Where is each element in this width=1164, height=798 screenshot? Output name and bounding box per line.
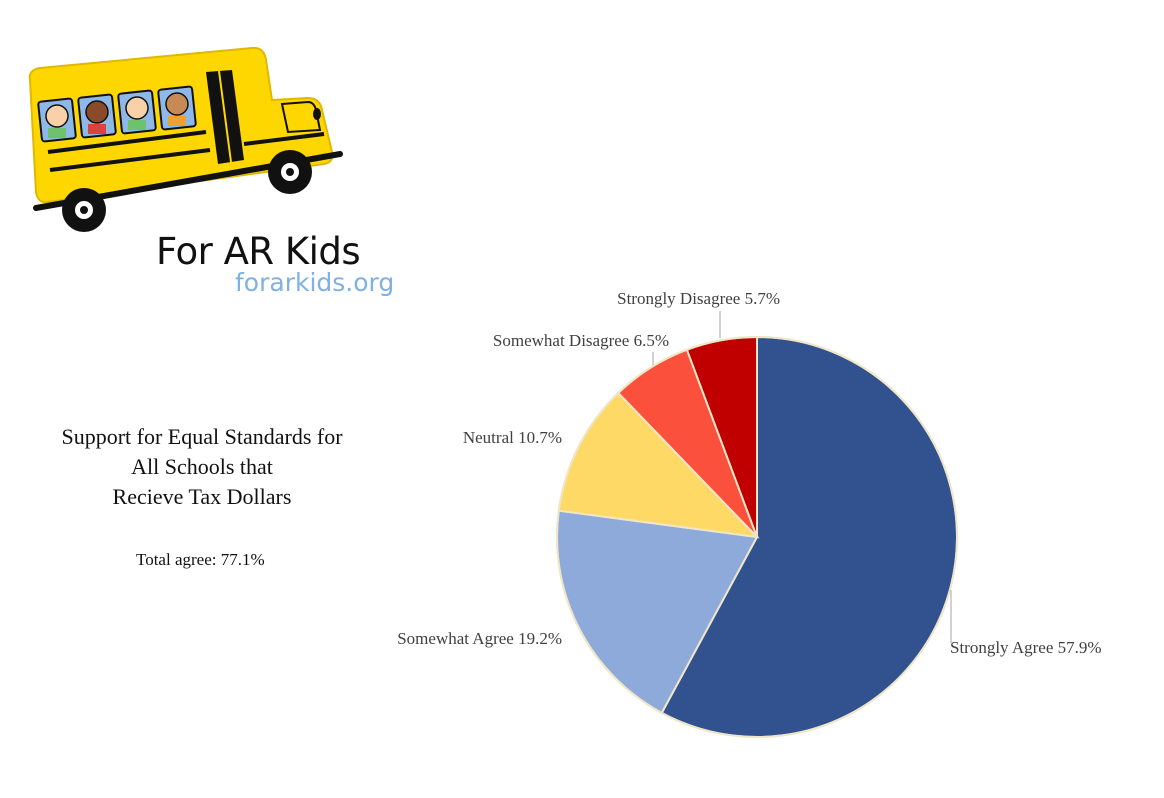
slice-label-strongly-disagree: Strongly Disagree 5.7% [617, 289, 780, 308]
heading-line-1: Support for Equal Standards for [61, 424, 343, 449]
logo-title: For AR Kids [156, 230, 361, 273]
logo-url[interactable]: forarkids.org [235, 268, 395, 297]
heading-line-3: Recieve Tax Dollars [112, 484, 292, 509]
slice-label-strongly-agree: Strongly Agree 57.9% [950, 638, 1102, 657]
chart-heading: Support for Equal Standards for All Scho… [22, 422, 382, 512]
total-agree-text: Total agree: 77.1% [136, 550, 265, 569]
slice-label-somewhat-agree: Somewhat Agree 19.2% [397, 629, 562, 648]
pie-slices [556, 335, 958, 738]
slice-label-somewhat-disagree: Somewhat Disagree 6.5% [493, 331, 669, 350]
pie-outline [556, 336, 958, 738]
heading-line-2: All Schools that [131, 454, 273, 479]
logo: For AR Kids forarkids.org [20, 40, 400, 297]
label-leader-lines [652, 311, 952, 643]
kids-windows [37, 85, 197, 143]
school-bus-icon [28, 46, 343, 232]
slice-label-neutral: Neutral 10.7% [463, 428, 562, 447]
slice-labels: Strongly Agree 57.9% Somewhat Agree 19.2%… [397, 289, 1101, 657]
